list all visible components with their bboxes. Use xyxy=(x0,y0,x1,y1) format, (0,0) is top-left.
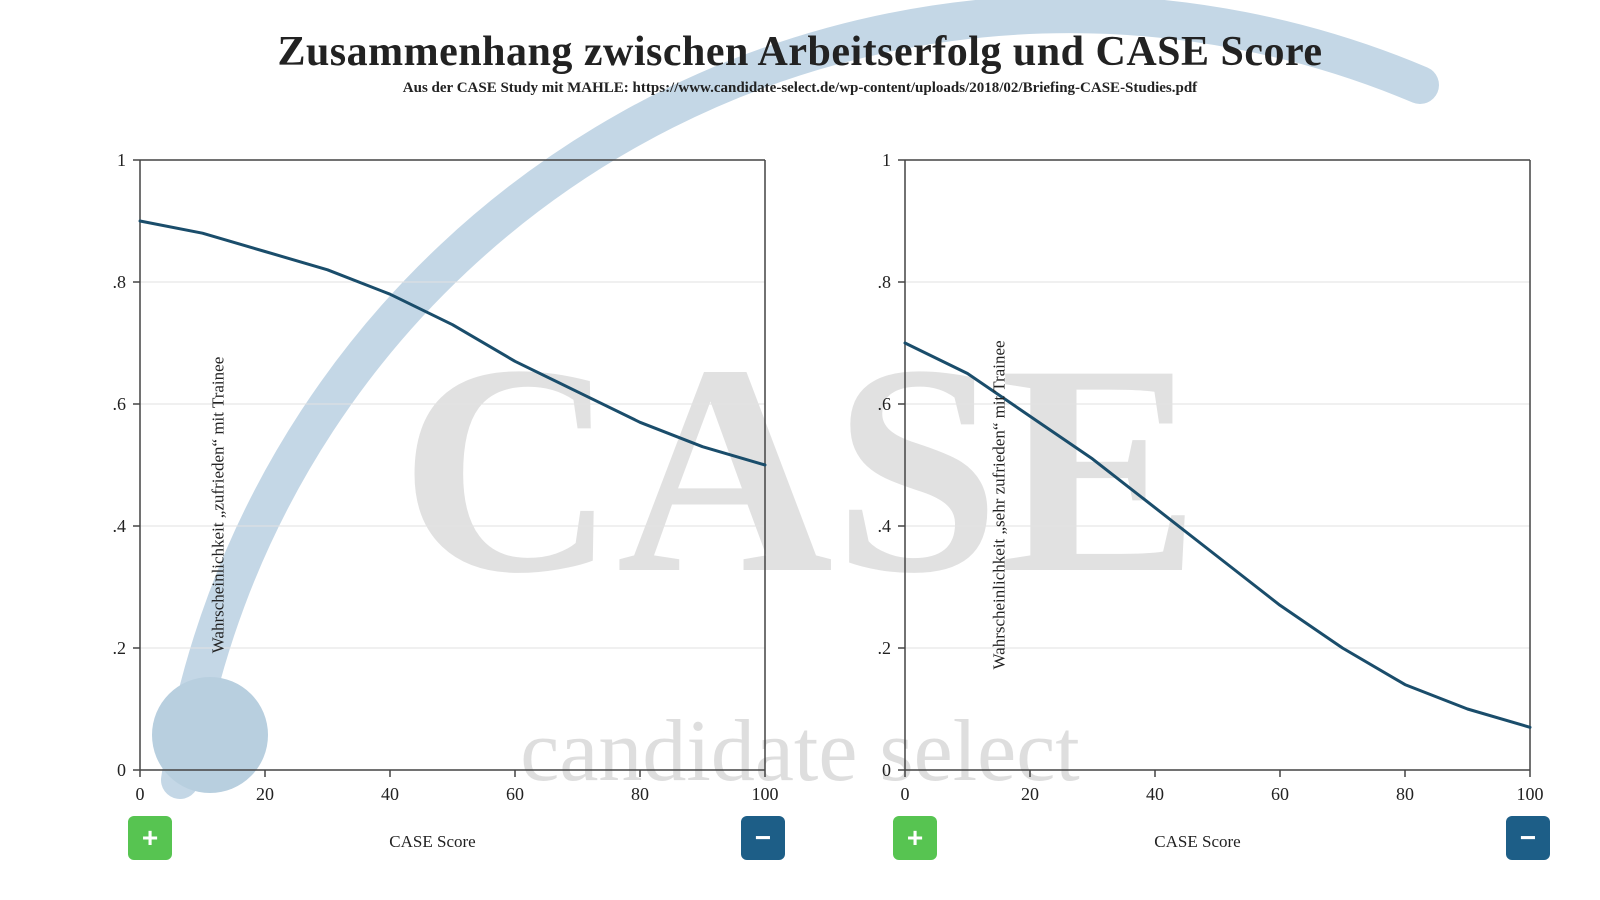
chart-right-plot: 0 20 40 60 80 100 0 .2 .4 .6 .8 1 xyxy=(845,150,1550,860)
svg-text:100: 100 xyxy=(752,784,779,804)
chart-left-plot: 0 20 40 60 80 100 0 .2 .4 .6 .8 1 xyxy=(80,150,785,860)
svg-text:.6: .6 xyxy=(878,394,892,414)
svg-text:.2: .2 xyxy=(878,638,892,658)
chart-left-ylabel: Wahrscheinlichkeit „zufrieden“ mit Train… xyxy=(208,357,228,654)
chart-right: Wahrscheinlichkeit „sehr zufrieden“ mit … xyxy=(845,150,1550,860)
chart-left-plus-button[interactable]: + xyxy=(128,816,172,860)
svg-text:1: 1 xyxy=(882,150,891,170)
svg-text:60: 60 xyxy=(1271,784,1289,804)
svg-text:.8: .8 xyxy=(878,272,892,292)
svg-text:.8: .8 xyxy=(113,272,127,292)
svg-text:20: 20 xyxy=(256,784,274,804)
chart-left-xlabel: CASE Score xyxy=(389,832,475,852)
chart-right-xlabel: CASE Score xyxy=(1154,832,1240,852)
chart-left-minus-button[interactable]: − xyxy=(741,816,785,860)
svg-text:.4: .4 xyxy=(113,516,127,536)
svg-text:1: 1 xyxy=(117,150,126,170)
svg-text:100: 100 xyxy=(1517,784,1544,804)
svg-text:.2: .2 xyxy=(113,638,127,658)
svg-text:0: 0 xyxy=(136,784,145,804)
svg-text:0: 0 xyxy=(882,760,891,780)
svg-text:80: 80 xyxy=(1396,784,1414,804)
svg-text:40: 40 xyxy=(381,784,399,804)
svg-text:0: 0 xyxy=(117,760,126,780)
chart-left: Wahrscheinlichkeit „zufrieden“ mit Train… xyxy=(80,150,785,860)
chart-right-ylabel: Wahrscheinlichkeit „sehr zufrieden“ mit … xyxy=(990,340,1010,669)
svg-text:40: 40 xyxy=(1146,784,1164,804)
chart-right-plus-button[interactable]: + xyxy=(893,816,937,860)
main-title: Zusammenhang zwischen Arbeitserfolg und … xyxy=(0,0,1600,76)
chart-right-minus-button[interactable]: − xyxy=(1506,816,1550,860)
charts-container: Wahrscheinlichkeit „zufrieden“ mit Train… xyxy=(80,150,1550,860)
source-subtitle: Aus der CASE Study mit MAHLE: https://ww… xyxy=(0,76,1600,97)
svg-text:.4: .4 xyxy=(878,516,892,536)
svg-text:.6: .6 xyxy=(113,394,127,414)
svg-text:60: 60 xyxy=(506,784,524,804)
svg-text:80: 80 xyxy=(631,784,649,804)
svg-text:0: 0 xyxy=(901,784,910,804)
svg-text:20: 20 xyxy=(1021,784,1039,804)
